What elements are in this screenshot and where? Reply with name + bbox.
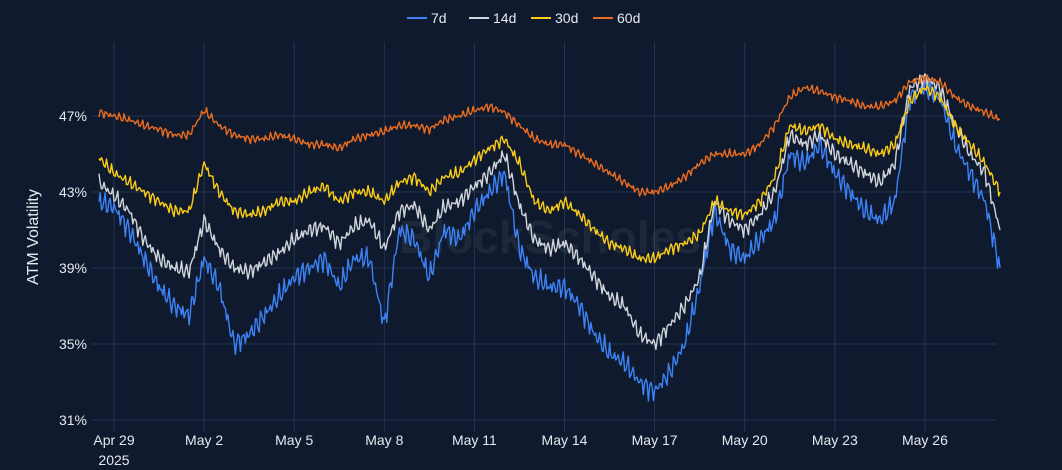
x-tick-label: May 11 — [452, 432, 497, 448]
grid — [92, 42, 996, 432]
series-line-7d — [98, 79, 1001, 402]
x-axis-ticks: Apr 29 May 2 May 5 May 8 May 11 May 14 May 17 M… — [93, 432, 948, 448]
legend: 7d 14d 30d 60d — [407, 10, 640, 26]
y-tick-label: 43% — [59, 184, 87, 200]
x-tick-label: May 8 — [365, 432, 403, 448]
x-tick-label: May 20 — [722, 432, 768, 448]
legend-label-14d: 14d — [493, 10, 516, 26]
series-layer — [98, 73, 1001, 402]
x-tick-label: May 26 — [902, 432, 948, 448]
legend-label-7d: 7d — [431, 10, 447, 26]
y-tick-label: 35% — [59, 336, 87, 352]
legend-label-60d: 60d — [617, 10, 640, 26]
x-tick-label: Apr 29 — [93, 432, 134, 448]
y-axis-title: ATM Volatility — [25, 189, 42, 285]
x-tick-label: May 5 — [275, 432, 313, 448]
x-tick-label: May 2 — [185, 432, 223, 448]
series-line-14d — [98, 73, 1001, 351]
series-line-60d — [98, 74, 1001, 197]
series-line-30d — [98, 83, 1001, 264]
y-tick-label: 47% — [59, 108, 87, 124]
y-tick-label: 39% — [59, 260, 87, 276]
x-tick-label: May 14 — [542, 432, 588, 448]
x-axis-year-label: 2025 — [98, 452, 129, 468]
y-tick-label: 31% — [59, 412, 87, 428]
x-tick-label: May 23 — [812, 432, 858, 448]
y-axis-ticks: 31% 35% 39% 43% 47% — [59, 108, 87, 428]
legend-label-30d: 30d — [555, 10, 578, 26]
x-tick-label: May 17 — [632, 432, 678, 448]
